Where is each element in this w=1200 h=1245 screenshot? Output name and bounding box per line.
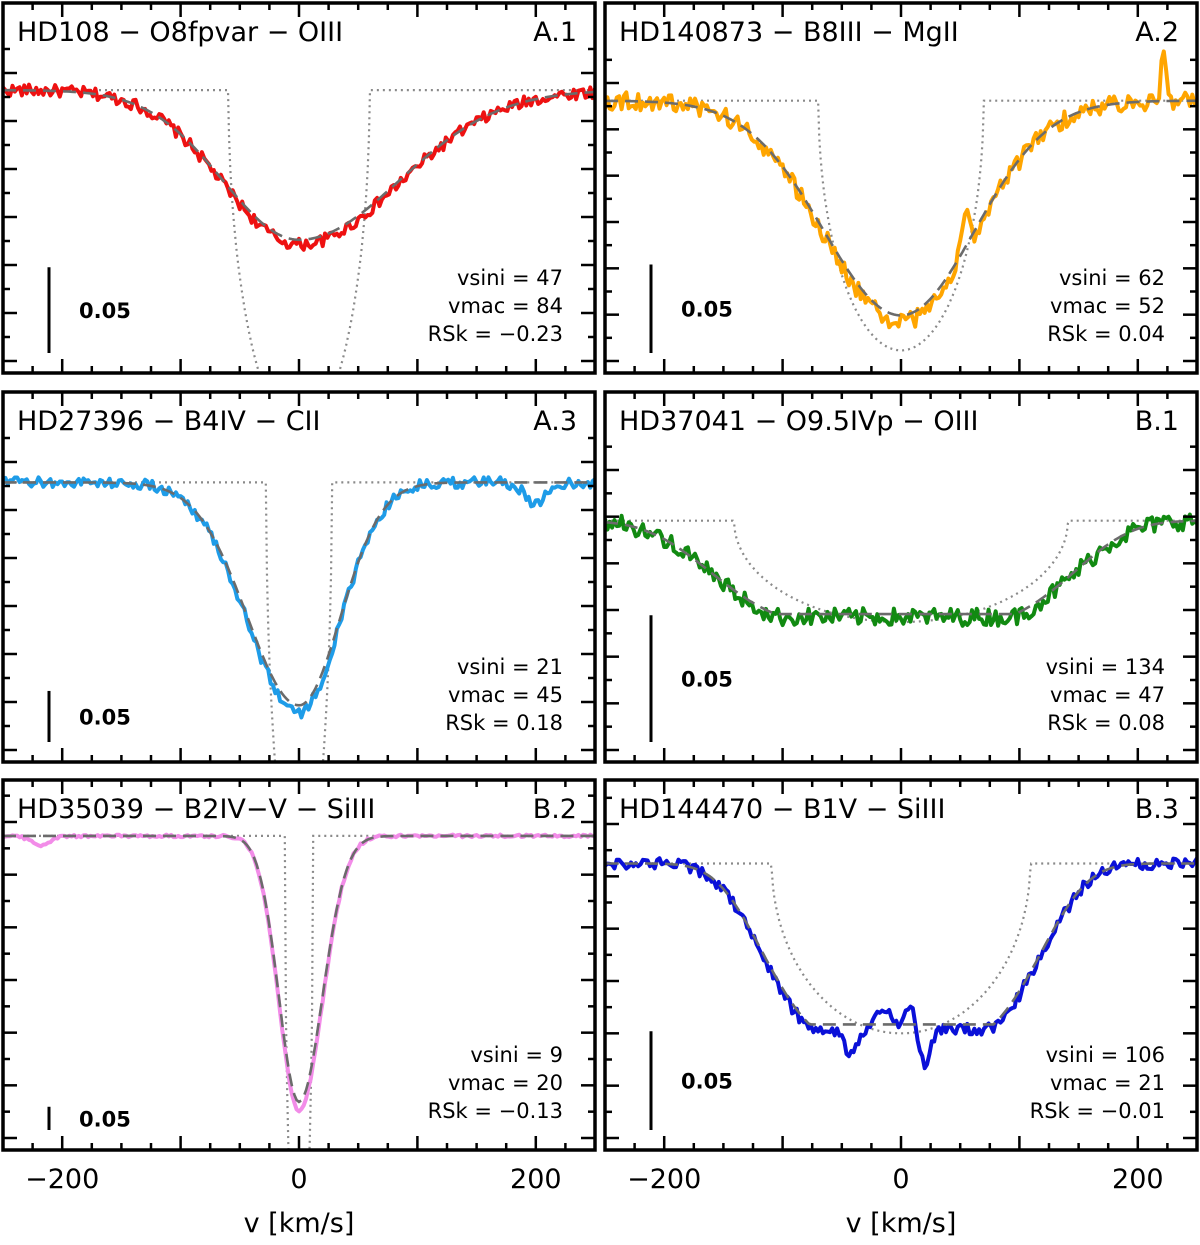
- fit-parameter: RSk = 0.04: [1047, 322, 1165, 346]
- panel-title: HD144470 − B1V − SiIII: [619, 794, 945, 825]
- x-tick-label: 0: [290, 1164, 307, 1195]
- panel-A.3: HD27396 − B4IV − CII A.3 vsini = 21 vmac = …: [1, 390, 597, 764]
- scale-bar-label: 0.05: [681, 1070, 733, 1094]
- plot-area: [3, 475, 595, 762]
- panel-B.3: HD144470 − B1V − SiIII B.3 vsini = 106 vmac…: [603, 778, 1199, 1239]
- fit-parameter: vsini = 134: [1046, 655, 1165, 679]
- rotation-profile-line: [605, 519, 1197, 624]
- fit-parameter: vmac = 47: [1050, 683, 1165, 707]
- fit-parameter: vmac = 45: [448, 683, 563, 707]
- fit-parameter: vmac = 21: [1050, 1071, 1165, 1095]
- panel-id: A.3: [533, 406, 577, 437]
- fit-parameter: vsini = 21: [457, 655, 563, 679]
- fit-parameter: vsini = 9: [470, 1043, 563, 1067]
- fit-parameter: vmac = 84: [448, 294, 563, 318]
- fit-profile-line: [3, 481, 595, 707]
- panel-title: HD37041 − O9.5IVp − OIII: [619, 406, 978, 437]
- rotation-profile-line: [605, 99, 1197, 352]
- fit-profile-line: [3, 834, 595, 1104]
- panel-title: HD140873 − B8III − MgII: [619, 17, 959, 48]
- scale-bar-label: 0.05: [79, 705, 131, 729]
- fit-parameter: vsini = 47: [457, 266, 563, 290]
- panel-title: HD27396 − B4IV − CII: [17, 406, 320, 437]
- rotation-profile-line: [3, 88, 595, 373]
- fit-profile-line: [3, 88, 595, 242]
- fit-parameter: RSk = −0.13: [428, 1099, 563, 1123]
- scale-bar-label: 0.05: [79, 1107, 131, 1131]
- observed-spectrum-line: [605, 856, 1197, 1071]
- fit-parameter: RSk = −0.01: [1030, 1099, 1165, 1123]
- x-tick-label: 200: [510, 1164, 562, 1195]
- plot-area: [3, 82, 595, 373]
- x-tick-label: −200: [25, 1164, 99, 1195]
- observed-spectrum-line: [605, 49, 1197, 330]
- fit-parameter: RSk = −0.23: [428, 322, 563, 346]
- fit-parameter: vsini = 62: [1059, 266, 1165, 290]
- fit-parameter: vmac = 52: [1050, 294, 1165, 318]
- x-tick-label: 200: [1112, 1164, 1164, 1195]
- x-tick-label: −200: [627, 1164, 701, 1195]
- panel-id: B.2: [533, 794, 577, 825]
- scale-bar-label: 0.05: [79, 299, 131, 323]
- x-tick-label: 0: [892, 1164, 909, 1195]
- fit-profile-line: [605, 519, 1197, 616]
- observed-spectrum-line: [3, 82, 595, 252]
- panel-B.2: HD35039 − B2IV−V − SiIII B.2 vsini = 9 vmac…: [1, 778, 597, 1239]
- panel-title: HD35039 − B2IV−V − SiIII: [17, 794, 375, 825]
- plot-area: [605, 49, 1197, 352]
- x-axis-label: v [km/s]: [846, 1208, 957, 1239]
- panel-id: B.3: [1135, 794, 1179, 825]
- panel-title: HD108 − O8fpvar − OIII: [17, 17, 343, 48]
- panel-A.1: HD108 − O8fpvar − OIII A.1 vsini = 47 vmac …: [1, 1, 597, 375]
- fit-parameter: vmac = 20: [448, 1071, 563, 1095]
- rotation-profile-line: [605, 862, 1197, 1035]
- panel-id: A.1: [533, 17, 577, 48]
- observed-spectrum-line: [3, 475, 595, 720]
- scale-bar-label: 0.05: [681, 668, 733, 692]
- panel-id: B.1: [1135, 406, 1179, 437]
- fit-parameter: RSk = 0.18: [445, 711, 563, 735]
- plot-area: [605, 856, 1197, 1071]
- plot-area: [3, 832, 595, 1150]
- fit-parameter: vsini = 106: [1046, 1043, 1165, 1067]
- plot-area: [605, 512, 1197, 628]
- observed-spectrum-line: [3, 832, 595, 1114]
- panel-A.2: HD140873 − B8III − MgII A.2 vsini = 62 vmac…: [603, 1, 1199, 375]
- fit-parameter: RSk = 0.08: [1047, 711, 1165, 735]
- panel-B.1: HD37041 − O9.5IVp − OIII B.1 vsini = 134 vm…: [603, 390, 1199, 764]
- scale-bar-label: 0.05: [681, 298, 733, 322]
- panel-id: A.2: [1135, 17, 1179, 48]
- fit-profile-line: [605, 99, 1197, 317]
- observed-spectrum-line: [605, 512, 1197, 628]
- x-axis-label: v [km/s]: [244, 1208, 355, 1239]
- fit-profile-line: [605, 862, 1197, 1026]
